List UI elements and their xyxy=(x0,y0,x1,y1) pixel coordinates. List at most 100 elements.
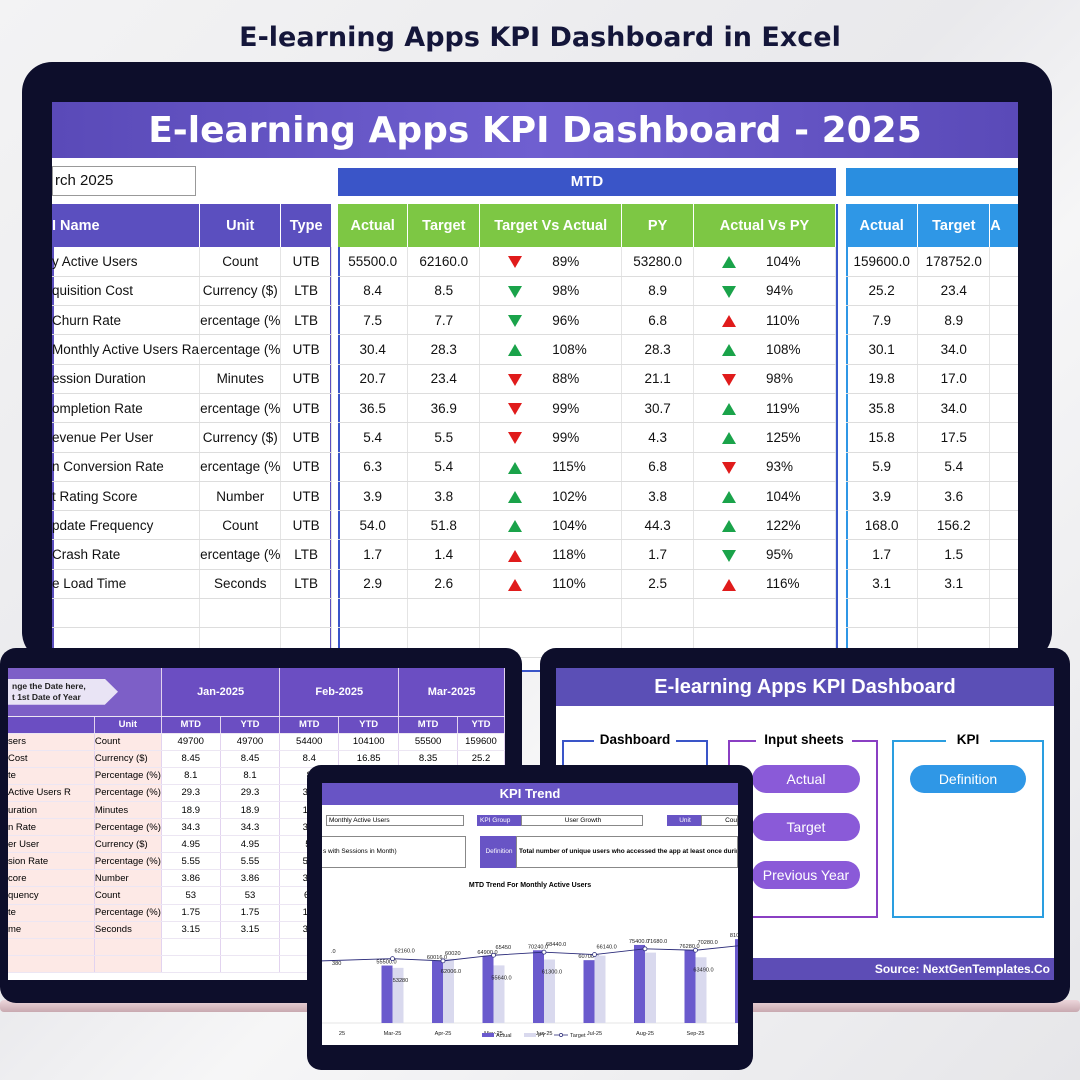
type-cell: LTB xyxy=(280,569,332,600)
month-header-mar: Mar-2025 xyxy=(398,668,505,717)
value-cell[interactable]: 4.95 xyxy=(220,835,281,854)
value-cell[interactable]: 1.75 xyxy=(161,904,221,922)
kpi-name-cell: quency xyxy=(8,886,95,905)
kpi-name-cell: Crash Rate xyxy=(52,539,201,570)
value-cell[interactable]: 34.3 xyxy=(161,818,221,837)
kpi-name-cell: e Load Time xyxy=(52,569,201,600)
ytd-row: 19.8 17.0 xyxy=(846,364,1018,394)
value-cell[interactable]: 49700 xyxy=(220,733,281,751)
value-cell[interactable]: 49700 xyxy=(161,733,221,751)
value-cell[interactable]: 8.45 xyxy=(220,750,281,768)
ytd-more-cell xyxy=(989,305,1018,336)
value-cell[interactable]: 55500 xyxy=(398,733,458,751)
value-cell[interactable]: 54400 xyxy=(279,733,340,751)
mtd-actual-cell: 55500.0 xyxy=(338,247,409,277)
sub-header: YTD xyxy=(338,716,400,734)
ytd-table: Actual Target A 159600.0 178752.0 25.2 23.4… xyxy=(846,204,1018,658)
actual-data-label: 60700.0 xyxy=(578,954,598,960)
py-cell: 4.3 xyxy=(621,422,695,453)
mtd-actual-cell: 36.5 xyxy=(338,393,409,424)
actual-sheet-button[interactable]: Actual xyxy=(752,765,860,793)
mtd-target-cell: 51.8 xyxy=(407,510,481,541)
py-cell: 8.9 xyxy=(621,276,695,307)
unit-cell: Currency ($) xyxy=(94,750,162,768)
actual-bar xyxy=(735,939,738,1023)
kpi-name-cell: t Rating Score xyxy=(52,481,201,512)
mtd-target-cell: 5.4 xyxy=(407,452,481,482)
value-cell[interactable]: 34.3 xyxy=(220,818,281,837)
type-cell: LTB xyxy=(280,539,332,570)
value-cell[interactable]: 53 xyxy=(220,886,281,905)
avp-value: 125% xyxy=(766,429,801,445)
tva-cell: 96% xyxy=(479,305,623,336)
ytd-more-cell xyxy=(989,481,1018,512)
empty-cell xyxy=(917,598,991,629)
unit-cell: ercentage (% xyxy=(199,305,282,336)
value-cell[interactable]: 5.55 xyxy=(220,852,281,871)
ytd-row: 3.1 3.1 xyxy=(846,569,1018,600)
py-bar xyxy=(594,955,606,1023)
mtd-avp-header: Actual Vs PY xyxy=(693,204,836,247)
sub-header: YTD xyxy=(457,716,505,734)
empty-cell xyxy=(280,598,332,629)
value-cell[interactable]: 3.15 xyxy=(161,921,221,939)
value-cell[interactable]: 3.15 xyxy=(220,921,281,939)
ytd-row: 1.7 1.5 xyxy=(846,539,1018,570)
kpi-name-cell: Cost xyxy=(8,750,95,768)
ytd-actual-header: Actual xyxy=(846,204,919,247)
empty-cell xyxy=(621,598,695,629)
value-cell[interactable]: 104100 xyxy=(338,733,400,751)
kpi-trend-banner: KPI Trend xyxy=(322,783,738,805)
actual-bar xyxy=(381,965,393,1023)
arrow-down-icon xyxy=(508,285,523,298)
ytd-row: 5.9 5.4 xyxy=(846,452,1018,482)
main-laptop: E-learning Apps KPI Dashboard - 2025 rch… xyxy=(22,62,1052,672)
x-tick-label: Jul-25 xyxy=(587,1031,602,1037)
x-tick-label: Aug-25 xyxy=(636,1031,654,1037)
mtd-row: 8.4 8.5 98% 8.9 94% xyxy=(338,276,836,307)
value-cell[interactable]: 3.86 xyxy=(220,869,281,888)
value-cell[interactable]: 8.4 xyxy=(279,750,340,768)
kpi-select-dropdown[interactable]: Monthly Active Users xyxy=(326,815,464,826)
avp-cell: 110% xyxy=(693,305,836,336)
empty-cell xyxy=(199,598,282,629)
avp-cell: 93% xyxy=(693,452,836,482)
py-cell: 6.8 xyxy=(621,305,695,336)
value-cell[interactable]: 53 xyxy=(161,886,221,905)
value-cell[interactable]: 4.95 xyxy=(161,835,221,854)
value-cell[interactable]: 8.1 xyxy=(161,767,221,785)
target-sheet-button[interactable]: Target xyxy=(752,813,860,841)
value-cell[interactable]: 18.9 xyxy=(220,801,281,820)
previous-year-button[interactable]: Previous Year xyxy=(752,861,860,889)
date-input[interactable]: rch 2025 xyxy=(52,166,196,196)
ytd-target-cell: 8.9 xyxy=(917,305,991,336)
x-tick-label: Jun-25 xyxy=(535,1031,552,1037)
value-cell[interactable]: 29.3 xyxy=(161,784,221,802)
ytd-more-cell xyxy=(989,452,1018,482)
mtd-actual-cell: 8.4 xyxy=(338,276,409,307)
value-cell[interactable]: 18.9 xyxy=(161,801,221,820)
definition-button[interactable]: Definition xyxy=(910,765,1026,793)
empty-cell xyxy=(161,938,221,956)
ytd-target-cell: 178752.0 xyxy=(917,247,991,277)
value-cell[interactable]: 8.1 xyxy=(220,767,281,785)
value-cell[interactable]: 159600 xyxy=(457,733,505,751)
ytd-actual-cell: 19.8 xyxy=(846,364,919,394)
unit-value: Cou xyxy=(701,815,738,826)
mtd-target-cell: 3.8 xyxy=(407,481,481,512)
kpi-group-value: User Growth xyxy=(521,815,643,826)
kpi-table: I Name Unit Type y Active Users Count UTB q… xyxy=(52,204,332,658)
value-cell[interactable]: 8.45 xyxy=(161,750,221,768)
value-cell[interactable]: 5.55 xyxy=(161,852,221,871)
ytd-target-cell: 34.0 xyxy=(917,334,991,365)
avp-value: 94% xyxy=(766,283,794,299)
value-cell[interactable]: 1.75 xyxy=(220,904,281,922)
kpi-name-cell: Monthly Active Users Ra xyxy=(52,334,201,365)
unit-cell: Minutes xyxy=(199,364,282,394)
value-cell[interactable]: 3.86 xyxy=(161,869,221,888)
type-cell: UTB xyxy=(280,334,332,365)
legend-target-label: Target xyxy=(570,1033,586,1039)
value-cell[interactable]: 29.3 xyxy=(220,784,281,802)
ytd-target-cell: 1.5 xyxy=(917,539,991,570)
kpi-name-cell: er User xyxy=(8,835,95,854)
